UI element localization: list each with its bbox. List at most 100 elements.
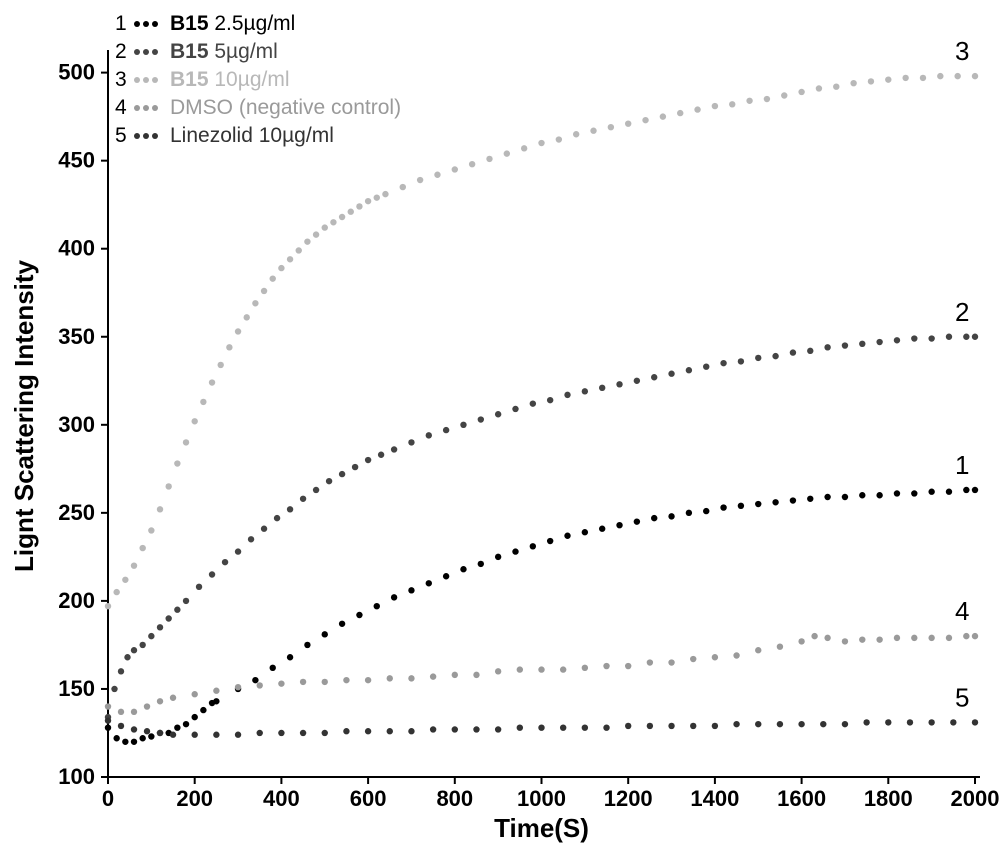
legend-number: 3 [115, 68, 127, 91]
data-point [452, 166, 458, 172]
data-point [113, 735, 119, 741]
data-point [781, 92, 787, 98]
data-point [868, 78, 874, 84]
data-point [378, 452, 384, 458]
data-point [885, 76, 891, 82]
data-point [538, 724, 544, 730]
data-point [343, 728, 349, 734]
data-point [972, 73, 978, 79]
data-point [322, 730, 328, 736]
data-point [755, 355, 761, 361]
data-point [963, 633, 969, 639]
data-point [157, 698, 163, 704]
data-point [252, 300, 258, 306]
data-point [972, 719, 978, 725]
data-point [642, 117, 648, 123]
data-point [842, 494, 848, 500]
data-point [209, 571, 215, 577]
data-point [105, 603, 111, 609]
x-tick-label: 600 [350, 786, 387, 811]
legend-marker [143, 49, 149, 55]
data-point [599, 526, 605, 532]
data-point [495, 668, 501, 674]
data-point [530, 543, 536, 549]
data-point [139, 735, 145, 741]
data-point [261, 288, 267, 294]
y-tick-label: 400 [58, 236, 95, 261]
data-point [660, 113, 666, 119]
data-point [352, 464, 358, 470]
data-point [387, 728, 393, 734]
data-point [460, 422, 466, 428]
data-point [928, 635, 934, 641]
legend-marker [143, 21, 149, 27]
chart-svg: 0200400600800100012001400160018002000100… [0, 0, 1000, 863]
series-4 [105, 633, 978, 715]
data-point [170, 732, 176, 738]
data-point [582, 724, 588, 730]
data-point [261, 526, 267, 532]
legend-label: B15 5µg/ml [170, 40, 278, 63]
data-point [712, 654, 718, 660]
data-point [582, 665, 588, 671]
data-point [170, 695, 176, 701]
data-point [148, 733, 154, 739]
data-point [712, 723, 718, 729]
data-point [963, 487, 969, 493]
data-point [257, 730, 263, 736]
data-point [902, 75, 908, 81]
data-point [560, 666, 566, 672]
series-end-label: 3 [955, 36, 969, 66]
legend-marker [134, 133, 140, 139]
data-point [430, 673, 436, 679]
data-point [694, 106, 700, 112]
data-point [777, 721, 783, 727]
chart-container: 0200400600800100012001400160018002000100… [0, 0, 1000, 863]
series-5 [105, 717, 978, 737]
data-point [738, 503, 744, 509]
data-point [235, 684, 241, 690]
data-point [517, 666, 523, 672]
data-point [478, 416, 484, 422]
data-point [304, 238, 310, 244]
data-point [365, 198, 371, 204]
data-point [391, 446, 397, 452]
data-point [131, 709, 137, 715]
data-point [863, 719, 869, 725]
data-point [313, 487, 319, 493]
data-point [183, 439, 189, 445]
data-point [859, 492, 865, 498]
data-point [772, 499, 778, 505]
x-tick-label: 1400 [690, 786, 739, 811]
data-point [222, 559, 228, 565]
legend-number: 5 [115, 124, 127, 147]
data-point [690, 723, 696, 729]
data-point [946, 334, 952, 340]
data-point [625, 120, 631, 126]
data-point [564, 392, 570, 398]
data-point [322, 679, 328, 685]
data-point [504, 150, 510, 156]
data-point [798, 638, 804, 644]
x-tick-label: 1600 [777, 786, 826, 811]
x-tick-label: 0 [102, 786, 114, 811]
data-point [668, 723, 674, 729]
data-point [798, 721, 804, 727]
data-point [486, 156, 492, 162]
data-point [374, 603, 380, 609]
data-point [833, 83, 839, 89]
data-point [339, 621, 345, 627]
data-point [894, 337, 900, 343]
legend-label: Linezolid 10µg/ml [170, 124, 334, 147]
data-point [105, 724, 111, 730]
legend-marker [134, 49, 140, 55]
data-point [226, 344, 232, 350]
data-point [495, 726, 501, 732]
x-tick-label: 1200 [604, 786, 653, 811]
data-point [235, 328, 241, 334]
data-point [343, 677, 349, 683]
data-point [244, 314, 250, 320]
data-point [512, 548, 518, 554]
data-point [495, 554, 501, 560]
y-tick-label: 300 [58, 412, 95, 437]
